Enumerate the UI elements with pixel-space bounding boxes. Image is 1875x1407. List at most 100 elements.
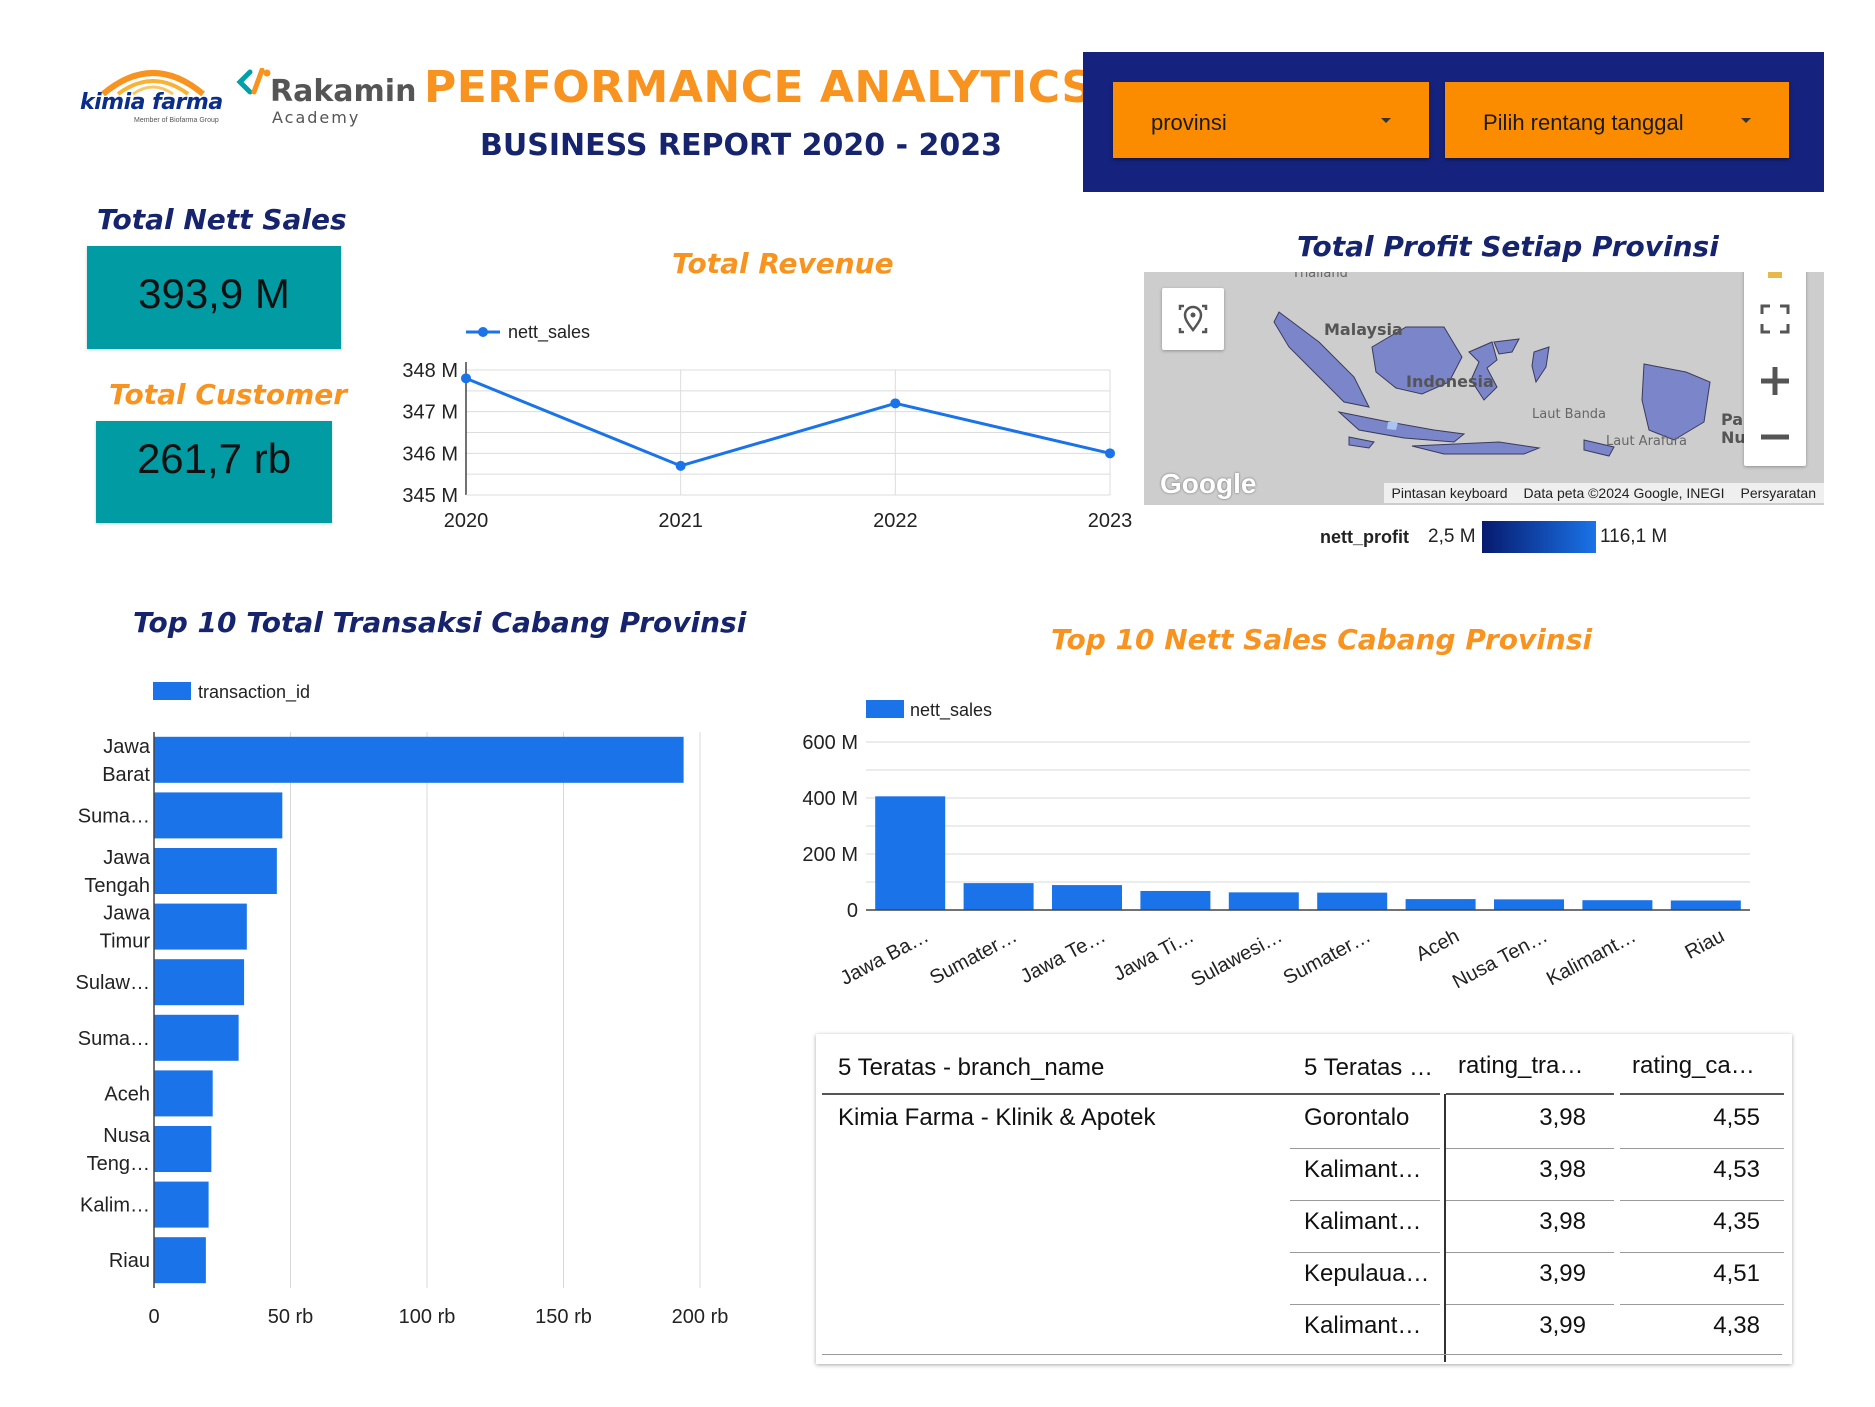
legend-label: nett_sales	[910, 700, 992, 721]
transactions-chart-title: Top 10 Total Transaksi Cabang Provinsi	[133, 606, 747, 639]
google-logo[interactable]: Google	[1160, 468, 1257, 499]
x-tick-label: 2022	[873, 510, 918, 532]
legend-marker	[478, 327, 488, 337]
zoom-in-icon[interactable]	[1744, 350, 1806, 412]
y-tick-label: 345 M	[402, 485, 458, 507]
column-header-branch[interactable]: 5 Teratas - branch_name	[838, 1054, 1105, 1081]
bar	[1317, 892, 1388, 910]
date-range-filter-dropdown[interactable]: Pilih rentang tanggal	[1445, 82, 1789, 158]
page-title: PERFORMANCE ANALYTICS	[424, 62, 1094, 113]
map-data-credit[interactable]: Data peta ©2024 Google, INEGI	[1523, 485, 1725, 501]
bar	[154, 736, 684, 783]
nett-sales-kpi-title: Total Nett Sales	[97, 203, 347, 236]
table-cell-rating-branch: 4,35	[1713, 1208, 1760, 1235]
x-tick-label: 2021	[658, 510, 703, 532]
table-cell-rating-transaction: 3,98	[1539, 1104, 1586, 1131]
category-label: Riau	[1681, 925, 1728, 964]
rakamin-mark-icon	[236, 68, 271, 95]
bar	[875, 796, 946, 910]
data-point	[675, 460, 686, 471]
map-label-laut-banda: Laut Banda	[1532, 407, 1607, 422]
terms-link[interactable]: Persyaratan	[1740, 485, 1816, 501]
legend-label: transaction_id	[198, 682, 310, 703]
category-label: Jawa	[103, 847, 151, 869]
y-tick-label: 347 M	[402, 402, 458, 424]
bar	[1052, 885, 1122, 910]
bar	[154, 1014, 239, 1061]
map-controls	[1744, 272, 1806, 466]
rakamin-wordmark: Rakamin	[270, 74, 417, 109]
table-cell-province: Kalimant…	[1304, 1156, 1422, 1183]
table-cell-province: Kepulaua…	[1304, 1260, 1430, 1287]
sunrise-icon	[101, 70, 205, 96]
table-cell-rating-transaction: 3,99	[1539, 1260, 1586, 1287]
location-pin-icon	[1178, 304, 1208, 334]
category-label: Nusa Ten…	[1449, 925, 1551, 993]
y-tick-label: 346 M	[402, 443, 458, 465]
x-tick-label: 50 rb	[268, 1306, 314, 1328]
category-label: Sumater…	[926, 925, 1021, 989]
category-label: Sulawesi…	[1187, 925, 1286, 991]
bar	[1494, 899, 1564, 910]
legend-swatch	[866, 700, 904, 718]
province-filter-dropdown[interactable]: provinsi	[1113, 82, 1429, 158]
x-tick-label: 2023	[1088, 510, 1133, 532]
x-tick-label: 100 rb	[399, 1306, 456, 1328]
bar	[1405, 899, 1476, 910]
zoom-out-icon[interactable]	[1744, 406, 1806, 468]
map-legend-min: 2,5 M	[1428, 526, 1476, 547]
filter-panel: provinsi Pilih rentang tanggal	[1083, 52, 1824, 192]
nett-sales-chart-title: Top 10 Nett Sales Cabang Provinsi	[1051, 623, 1593, 656]
x-tick-label: 2020	[444, 510, 489, 532]
map-label-indonesia: Indonesia	[1406, 372, 1494, 391]
category-label: Barat	[102, 764, 150, 786]
column-header-rating-transaction[interactable]: rating_tra…	[1458, 1052, 1584, 1079]
customer-kpi-title: Total Customer	[109, 378, 348, 411]
table-cell-rating-transaction: 3,98	[1539, 1208, 1586, 1235]
category-label: Suma…	[78, 805, 150, 827]
x-tick-label: 200 rb	[672, 1306, 729, 1328]
province-filter-label: provinsi	[1151, 110, 1227, 135]
x-tick-label: 150 rb	[535, 1306, 592, 1328]
bar	[154, 1070, 213, 1117]
pegman-icon[interactable]	[1768, 272, 1782, 278]
chevron-down-icon	[1381, 118, 1391, 123]
category-label: Timur	[100, 931, 151, 953]
transactions-bar-chart: transaction_id 0 50 rb 100 rb 150 rb 200 rb Ja…	[76, 682, 729, 1328]
map-location-button[interactable]	[1162, 288, 1224, 350]
table-cell-province: Kalimant…	[1304, 1208, 1422, 1235]
map-legend-label: nett_profit	[1320, 527, 1409, 547]
keyboard-shortcuts-link[interactable]: Pintasan keyboard	[1391, 485, 1508, 501]
column-header-province[interactable]: 5 Teratas …	[1304, 1054, 1433, 1081]
column-header-rating-branch[interactable]: rating_ca…	[1632, 1052, 1755, 1079]
fullscreen-icon[interactable]	[1744, 288, 1806, 350]
data-point	[890, 398, 901, 409]
bar	[1670, 900, 1741, 910]
table-cell-rating-transaction: 3,99	[1539, 1312, 1586, 1339]
y-tick-label: 348 M	[402, 360, 458, 382]
y-tick-label: 200 M	[802, 844, 858, 866]
bar	[154, 903, 247, 950]
rakamin-logo: Rakamin Academy	[236, 64, 416, 134]
category-label: Riau	[109, 1250, 150, 1272]
kimia-farma-tagline: Member of Biofarma Group	[134, 117, 219, 124]
category-label: Teng…	[87, 1153, 150, 1175]
revenue-line-chart: nett_sales 345 M 346 M 347 M 348 M 2020 2021 20…	[402, 322, 1133, 532]
page-subtitle: BUSINESS REPORT 2020 - 2023	[480, 128, 1002, 163]
map-attribution: Pintasan keyboard Data peta ©2024 Google…	[1383, 483, 1824, 503]
customer-kpi-value: 261,7 rb	[136, 435, 292, 482]
category-label: Jawa Ti…	[1110, 925, 1198, 986]
series-line-nett-sales	[465, 376, 1111, 468]
category-label: Aceh	[1412, 925, 1463, 966]
category-label: Tengah	[84, 875, 150, 897]
profit-map[interactable]: Malaysia Indonesia Laut Banda Laut Arafu…	[1144, 272, 1824, 505]
table-cell-rating-branch: 4,53	[1713, 1156, 1760, 1183]
data-point	[1105, 448, 1115, 459]
category-label: Kalim…	[80, 1195, 150, 1217]
category-label: Kalimant…	[1543, 925, 1640, 990]
indonesia-choropleth	[1273, 311, 1711, 457]
chevron-down-icon	[1741, 118, 1751, 123]
map-legend-max: 116,1 M	[1600, 526, 1668, 547]
bar	[1582, 900, 1653, 910]
